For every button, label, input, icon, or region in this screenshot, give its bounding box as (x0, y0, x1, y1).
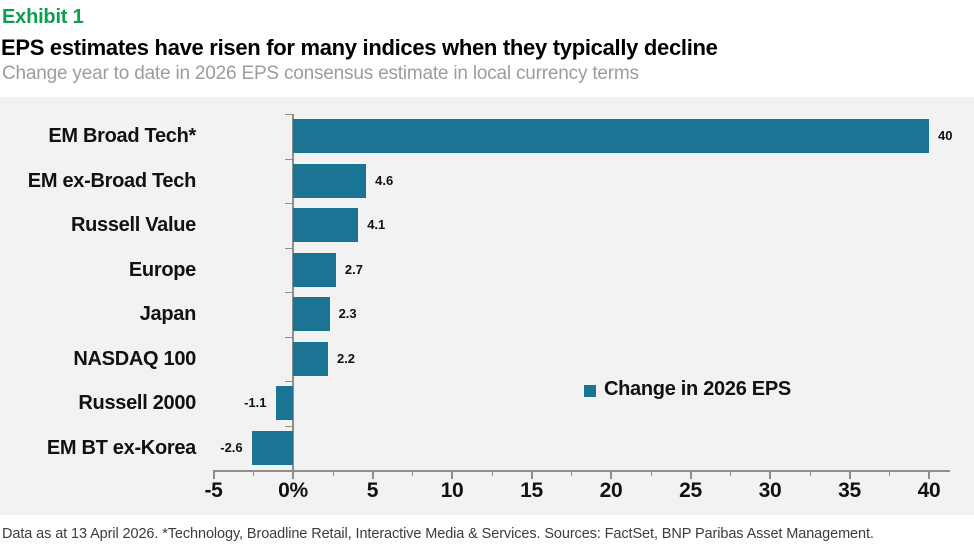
x-axis-major-tick (371, 472, 374, 479)
chart-subtitle: Change year to date in 2026 EPS consensu… (2, 63, 639, 84)
category-label: EM Broad Tech* (48, 125, 196, 148)
source-note: Data as at 13 April 2026. *Technology, B… (2, 526, 874, 542)
chart-legend: Change in 2026 EPS (584, 378, 791, 401)
x-axis-tick-label: 25 (679, 479, 702, 502)
category-label: Japan (139, 303, 197, 326)
value-label: -2.6 (220, 439, 243, 455)
x-axis-minor-tick (571, 472, 573, 476)
x-axis-major-tick (928, 472, 930, 479)
x-axis-minor-tick (889, 472, 891, 476)
value-label: 2.3 (338, 306, 357, 322)
value-label: 2.2 (336, 350, 356, 366)
exhibit-label: Exhibit 1 (2, 6, 84, 28)
x-axis-minor-tick (730, 472, 732, 476)
category-label: EM BT ex-Korea (46, 436, 196, 459)
category-label: Russell 2000 (78, 392, 196, 415)
data-bar (251, 430, 293, 465)
x-axis-major-tick (530, 472, 533, 479)
x-axis-tick-label: 10 (440, 479, 464, 502)
value-label: 2.7 (344, 261, 363, 277)
x-axis-major-tick (212, 472, 215, 479)
x-axis-major-tick (451, 472, 453, 479)
category-axis-tick (285, 114, 293, 115)
x-axis-major-tick (292, 472, 294, 479)
x-axis-major-tick (610, 472, 612, 479)
x-axis-minor-tick (491, 472, 493, 476)
value-label: 4.1 (367, 217, 386, 233)
category-axis-tick (285, 203, 293, 204)
x-axis-tick-label: 15 (520, 479, 543, 502)
x-axis-tick-label: 20 (599, 479, 623, 502)
data-bar (293, 208, 359, 243)
value-label: 4.6 (375, 172, 394, 188)
data-bar (293, 163, 367, 198)
x-axis-major-tick (689, 472, 692, 479)
page-title: EPS estimates have risen for many indice… (1, 35, 718, 60)
x-axis-minor-tick (650, 472, 652, 476)
category-axis-tick (285, 425, 293, 427)
x-axis-minor-tick (253, 472, 255, 476)
x-axis-tick-label: 0% (278, 479, 308, 502)
x-axis-tick-label: 5 (366, 479, 379, 502)
category-label: NASDAQ 100 (73, 347, 196, 370)
category-axis-tick (285, 247, 293, 249)
data-bar (275, 386, 293, 421)
legend-label: Change in 2026 EPS (604, 378, 791, 400)
y-axis-zero-line (292, 114, 294, 470)
x-axis-tick-label: -5 (204, 479, 223, 502)
x-axis-major-tick (769, 472, 771, 479)
data-bar (293, 297, 330, 332)
category-axis-tick (285, 158, 293, 160)
x-axis-tick-label: 35 (838, 479, 861, 502)
value-label: -1.1 (244, 395, 267, 411)
data-bar (293, 119, 929, 154)
x-axis-minor-tick (809, 472, 811, 476)
x-axis-tick-label: 40 (917, 479, 941, 502)
category-axis-tick (285, 336, 293, 338)
x-axis-major-tick (848, 472, 851, 479)
category-label: EM ex-Broad Tech (27, 169, 197, 192)
value-label: 40 (938, 128, 953, 144)
x-axis-line (213, 470, 950, 472)
category-label: Europe (128, 258, 196, 281)
x-axis-tick-label: 30 (758, 479, 782, 502)
x-axis-minor-tick (332, 472, 334, 476)
data-bar (293, 341, 328, 376)
legend-swatch-icon (584, 385, 596, 397)
category-axis-tick (285, 292, 293, 293)
bar-chart-plot-area: Change in 2026 EPS EM Broad Tech* 40 EM ex… (0, 97, 974, 515)
x-axis-minor-tick (412, 472, 414, 476)
category-axis-tick (285, 381, 293, 382)
category-label: Russell Value (70, 214, 196, 237)
data-bar (293, 252, 336, 287)
